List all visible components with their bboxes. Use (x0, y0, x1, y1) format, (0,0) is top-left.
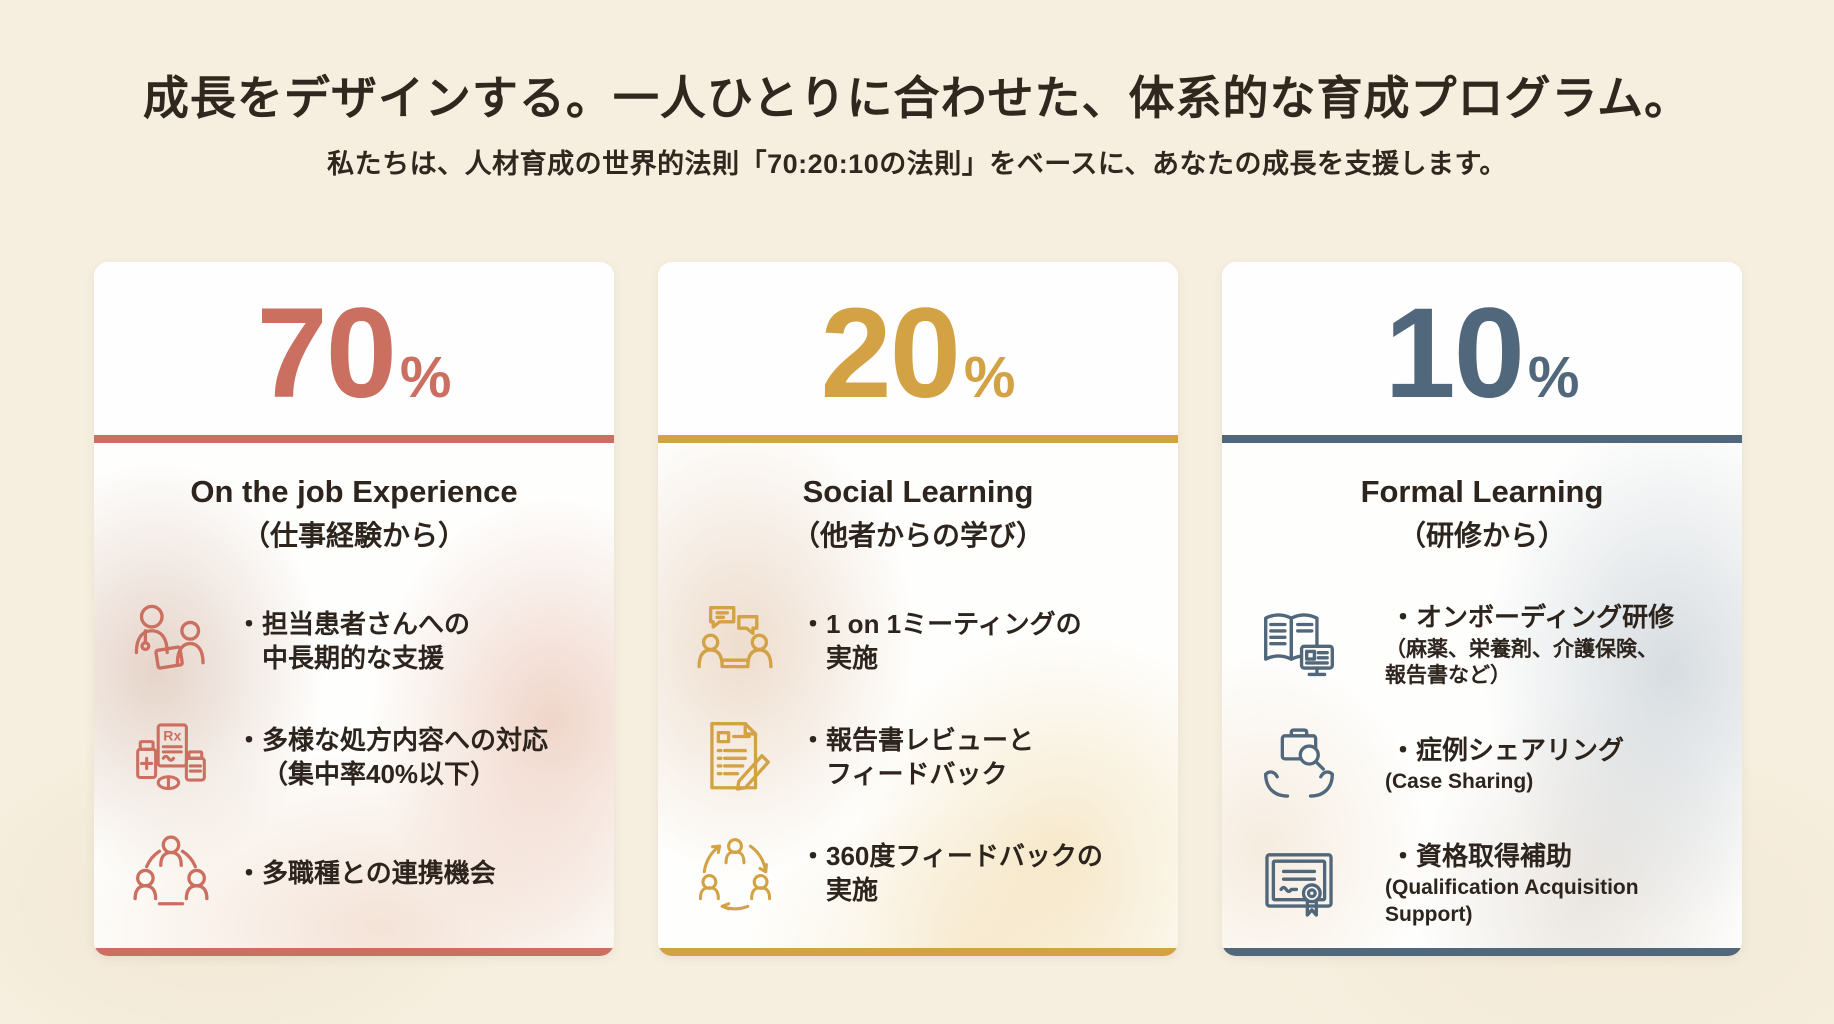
percent-sign: % (963, 345, 1016, 410)
percent-value: 70 (256, 282, 397, 425)
qualification-support-icon (1258, 842, 1340, 924)
accent-divider (94, 435, 614, 443)
page-subtitle: 私たちは、人材育成の世界的法則「70:20:10の法則」をベースに、あなたの成長… (327, 149, 1507, 179)
list-item: ・症例シェアリング (Case Sharing) (1258, 723, 1722, 805)
card-body: Social Learning （他者からの学び） (658, 443, 1178, 948)
accent-bottom-bar (1222, 948, 1742, 956)
item-text: ・オンボーディング研修 (1390, 602, 1675, 633)
card-title-ja: （仕事経験から） (241, 520, 466, 552)
onboarding-training-icon (1258, 604, 1340, 686)
percent-value: 20 (820, 282, 961, 425)
prescriptions-icon: Rx (130, 716, 212, 798)
multidisciplinary-team-icon (130, 832, 212, 914)
item-text: ・報告書レビューと フィードバック (800, 724, 1035, 790)
item-text: ・多職種との連携機会 (236, 858, 496, 889)
card-title-en: Social Learning (802, 474, 1034, 509)
card-body: Formal Learning （研修から） (1222, 443, 1742, 948)
accent-bottom-bar (658, 948, 1178, 956)
item-list: ・1 on 1ミーティングの 実施 (678, 600, 1158, 914)
card-on-the-job: 70 % On the job Experience （仕事経験から） (94, 262, 614, 956)
feedback-360-icon (694, 832, 776, 914)
list-item: ・資格取得補助 (Qualification Acquisition Suppo… (1258, 839, 1722, 928)
case-sharing-icon (1258, 723, 1340, 805)
accent-divider (658, 435, 1178, 443)
item-text: ・資格取得補助 (1390, 841, 1573, 871)
percent-header-70: 70 % (94, 262, 614, 435)
list-item: ・オンボーディング研修 （麻薬、栄養剤、介護保険、 報告書など） (1258, 600, 1722, 689)
item-text: ・症例シェアリング (1390, 734, 1625, 765)
list-item: Rx ・多様な処方内容への対応 (130, 716, 594, 798)
list-item: ・360度フィードバックの 実施 (694, 832, 1158, 914)
list-item: ・担当患者さんへの 中長期的な支援 (130, 600, 594, 682)
percent-header-10: 10 % (1222, 262, 1742, 435)
list-item: ・多職種との連携機会 (130, 832, 594, 914)
percent-value: 10 (1384, 282, 1525, 425)
percent-sign: % (399, 345, 452, 410)
item-list: ・担当患者さんへの 中長期的な支援 Rx (114, 600, 594, 914)
doctor-patient-icon (130, 600, 212, 682)
item-list: ・オンボーディング研修 （麻薬、栄養剤、介護保険、 報告書など） (1242, 600, 1722, 928)
item-text: ・360度フィードバックの 実施 (800, 840, 1103, 906)
card-formal-learning: 10 % Formal Learning （研修から） (1222, 262, 1742, 956)
report-review-icon (694, 716, 776, 798)
item-text: ・多様な処方内容への対応 （集中率40%以下） (236, 724, 549, 790)
item-text: ・1 on 1ミーティングの 実施 (800, 608, 1082, 674)
item-text: ・担当患者さんへの 中長期的な支援 (236, 608, 471, 674)
card-body: On the job Experience （仕事経験から） (94, 443, 614, 948)
card-title-en: On the job Experience (190, 474, 518, 509)
page-title: 成長をデザインする。一人ひとりに合わせた、体系的な育成プログラム。 (142, 72, 1692, 124)
accent-bottom-bar (94, 948, 614, 956)
accent-divider (1222, 435, 1742, 443)
card-title-ja: （研修から） (1397, 520, 1566, 552)
list-item: ・報告書レビューと フィードバック (694, 716, 1158, 798)
percent-header-20: 20 % (658, 262, 1178, 435)
card-social-learning: 20 % Social Learning （他者からの学び） (658, 262, 1178, 956)
card-title-ja: （他者からの学び） (791, 520, 1044, 552)
item-subtext: (Qualification Acquisition Support) (1385, 876, 1639, 926)
percent-sign: % (1527, 345, 1580, 410)
list-item: ・1 on 1ミーティングの 実施 (694, 600, 1158, 682)
item-subtext: (Case Sharing) (1385, 770, 1534, 794)
card-title-en: Formal Learning (1360, 474, 1604, 509)
one-on-one-meeting-icon (694, 600, 776, 682)
svg-text:Rx: Rx (163, 728, 181, 744)
item-subtext: （麻薬、栄養剤、介護保険、 報告書など） (1385, 637, 1658, 687)
